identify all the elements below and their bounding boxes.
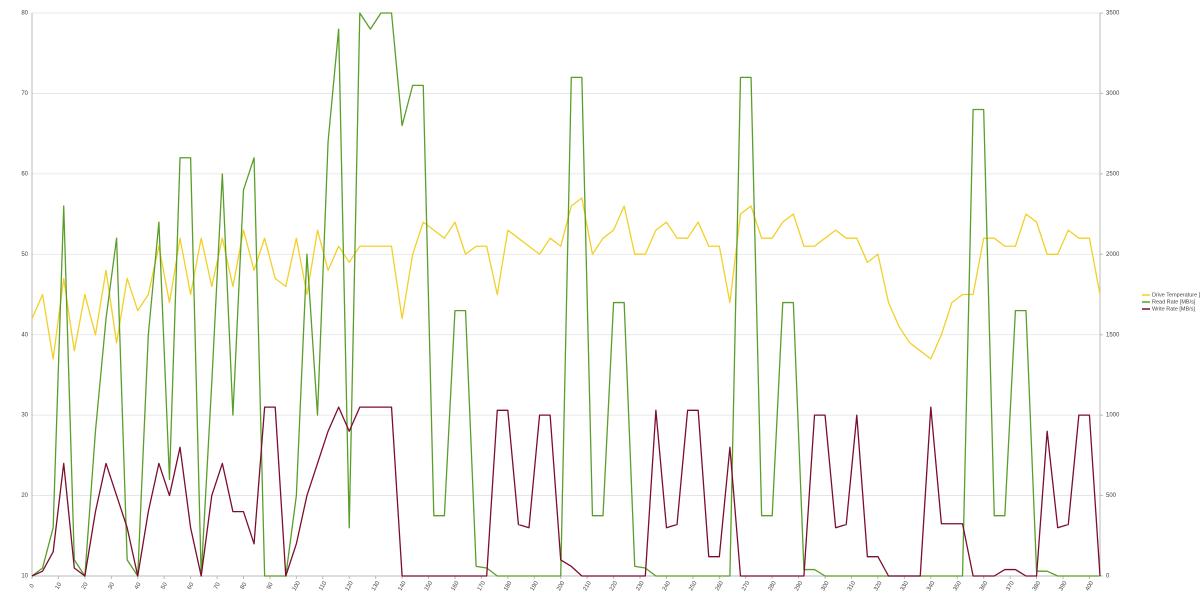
- x-tick-label: 230: [635, 580, 646, 592]
- x-tick-label: 80: [240, 581, 249, 590]
- x-tick-label: 400: [1085, 580, 1096, 592]
- x-tick-label: 190: [530, 580, 541, 592]
- x-tick-label: 200: [556, 580, 567, 592]
- y-tick-label: 60: [21, 171, 28, 177]
- y2-tick-label: 1000: [1106, 413, 1120, 419]
- x-tick-label: 370: [1006, 580, 1017, 592]
- x-tick-label: 120: [345, 580, 356, 592]
- y2-tick-label: 0: [1106, 574, 1110, 580]
- x-tick-label: 280: [768, 580, 779, 592]
- x-tick-label: 330: [900, 580, 911, 592]
- x-tick-label: 160: [450, 580, 461, 592]
- x-tick-label: 60: [187, 581, 196, 590]
- series-line: [31, 406, 1101, 577]
- y-tick-label: 20: [21, 493, 28, 499]
- x-tick-label: 270: [741, 580, 752, 592]
- y-tick-label: 40: [21, 332, 28, 338]
- x-tick-label: 30: [108, 581, 117, 590]
- series-line: [31, 12, 1100, 577]
- x-tick-label: 90: [266, 581, 275, 590]
- x-tick-label: 150: [424, 580, 435, 592]
- x-tick-label: 390: [1058, 580, 1069, 592]
- x-tick-label: 70: [213, 581, 222, 590]
- x-tick-label: 170: [477, 580, 488, 592]
- legend-label: Write Rate [MB/s]: [1152, 306, 1195, 312]
- x-tick-label: 180: [503, 580, 514, 592]
- y2-tick-label: 2500: [1106, 171, 1120, 177]
- y-tick-label: 30: [21, 413, 28, 419]
- x-tick-label: 0: [29, 583, 36, 589]
- x-tick-label: 110: [318, 580, 328, 592]
- x-tick-label: 300: [820, 580, 831, 592]
- y2-tick-label: 3500: [1106, 11, 1120, 17]
- legend: Drive Temperature [°C]Read Rate [MB/s]Wr…: [1142, 292, 1200, 312]
- legend-label: Drive Temperature [°C]: [1152, 292, 1200, 298]
- x-tick-label: 290: [794, 580, 805, 592]
- y-tick-label: 10: [21, 574, 28, 580]
- x-tick-label: 240: [662, 580, 673, 592]
- x-tick-label: 210: [583, 580, 594, 592]
- x-tick-label: 140: [397, 580, 408, 592]
- y2-tick-label: 500: [1106, 493, 1117, 499]
- y-tick-label: 50: [21, 252, 28, 258]
- x-tick-label: 40: [134, 581, 143, 590]
- y2-tick-label: 3000: [1106, 91, 1120, 97]
- x-tick-label: 20: [81, 581, 90, 590]
- x-tick-label: 100: [292, 580, 303, 592]
- series-line: [31, 197, 1101, 360]
- x-tick-label: 340: [926, 580, 937, 592]
- x-tick-label: 220: [609, 580, 620, 592]
- x-tick-label: 360: [979, 580, 990, 592]
- x-tick-label: 260: [715, 580, 726, 592]
- y-tick-label: 80: [21, 11, 28, 17]
- y2-tick-label: 1500: [1106, 332, 1120, 338]
- x-tick-label: 380: [1032, 580, 1043, 592]
- x-tick-label: 130: [371, 580, 382, 592]
- y-tick-label: 70: [21, 91, 28, 97]
- x-tick-label: 50: [160, 581, 169, 590]
- x-tick-label: 350: [953, 580, 964, 592]
- x-tick-label: 310: [847, 580, 858, 592]
- x-tick-label: 10: [55, 581, 64, 590]
- y2-tick-label: 2000: [1106, 252, 1120, 258]
- x-tick-label: 320: [873, 580, 884, 592]
- x-tick-label: 250: [688, 580, 699, 592]
- legend-label: Read Rate [MB/s]: [1152, 299, 1196, 305]
